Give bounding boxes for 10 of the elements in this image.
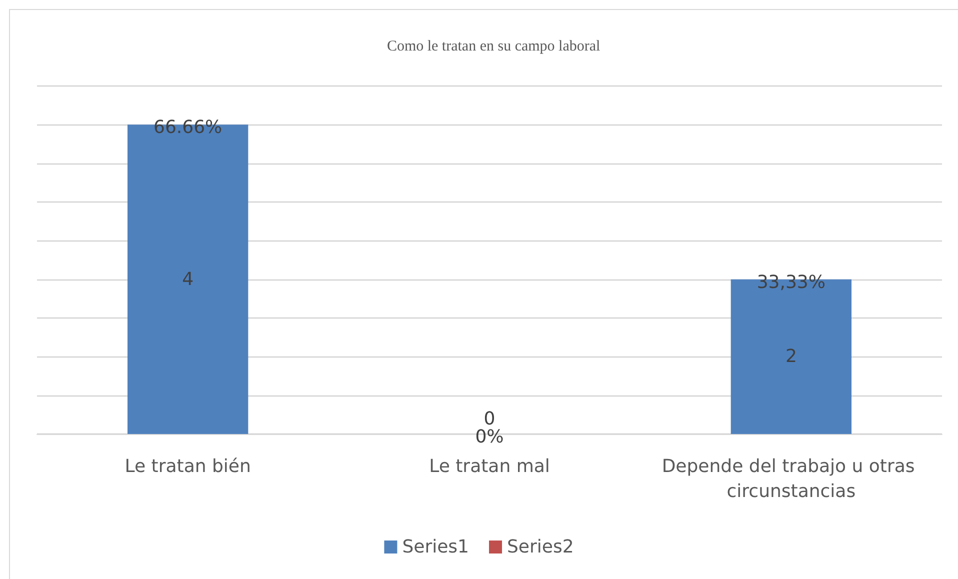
x-tick-label: Depende del trabajo u otras circunstancias [662, 456, 921, 502]
data-label: 4 [182, 268, 194, 290]
annotation: 0% [475, 426, 504, 448]
legend-label: Series1 [402, 536, 470, 558]
data-label: 2 [785, 346, 797, 368]
x-tick-label: Le tratan mal [429, 456, 550, 477]
x-tick-label: Le tratan bién [124, 456, 251, 477]
chart-title: Como le tratan en su campo laboral [386, 38, 600, 54]
data-label: 0 [484, 408, 496, 430]
legend-label: Series2 [507, 536, 574, 558]
